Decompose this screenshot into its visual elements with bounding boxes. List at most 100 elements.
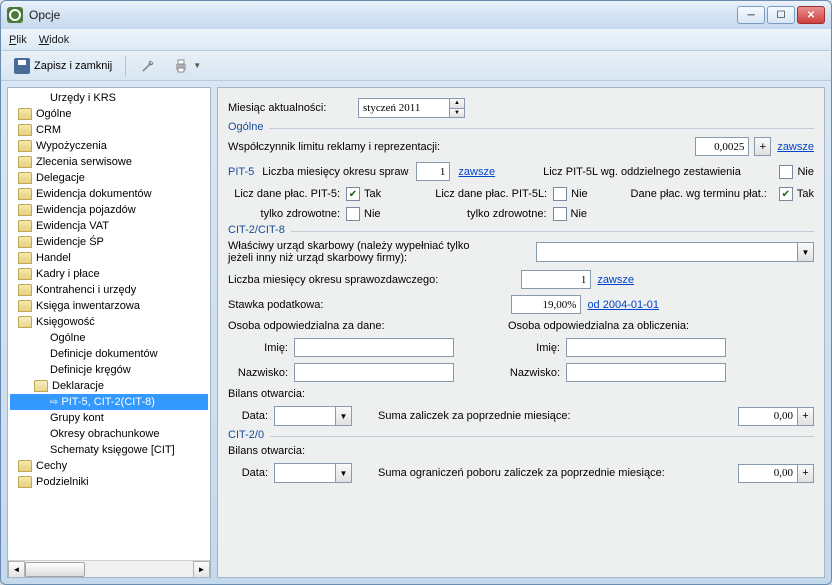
folder-icon [18, 316, 32, 328]
suma-zal-label: Suma zaliczek za poprzednie miesiące: [378, 410, 571, 422]
nazw1-label: Nazwisko: [228, 367, 288, 379]
tree-item[interactable]: Deklaracje [10, 378, 208, 394]
data2-combo[interactable]: ▼ [274, 463, 352, 483]
tree-item[interactable]: Definicje kręgów [10, 362, 208, 378]
tree-item[interactable]: CRM [10, 122, 208, 138]
close-button[interactable]: ✕ [797, 6, 825, 24]
app-icon [7, 7, 23, 23]
urzad-input[interactable] [537, 243, 797, 261]
tree-item-label: Deklaracje [52, 380, 104, 392]
tree-item[interactable]: Schematy księgowe [CIT] [10, 442, 208, 458]
folder-icon [18, 220, 32, 232]
months-rep-link[interactable]: zawsze [597, 274, 634, 286]
tree-item[interactable]: Kadry i płace [10, 266, 208, 282]
chevron-down-icon: ▼ [193, 61, 201, 70]
tree-item[interactable]: Cechy [10, 458, 208, 474]
licz-pit5-check[interactable] [346, 187, 360, 201]
tree-item[interactable]: Definicje dokumentów [10, 346, 208, 362]
tree-item-label: Księga inwentarzowa [36, 300, 140, 312]
tree-item[interactable]: Ewidencja pojazdów [10, 202, 208, 218]
tree-item[interactable]: Ewidencja dokumentów [10, 186, 208, 202]
licz-pit5l-check[interactable] [553, 187, 567, 201]
folder-icon [18, 460, 32, 472]
coef-always-link[interactable]: zawsze [777, 141, 814, 153]
bilans1-label: Bilans otwarcia: [228, 388, 305, 400]
imie1-input[interactable] [294, 338, 454, 357]
menu-view[interactable]: Widok [39, 34, 70, 46]
months-label: Liczba miesięcy okresu spraw [262, 166, 408, 178]
chevron-down-icon[interactable]: ▼ [335, 464, 351, 482]
stawka-date-link[interactable]: od 2004-01-01 [587, 299, 659, 311]
suma-ogr-input[interactable] [738, 464, 798, 483]
arrow-icon: ⇨ [50, 397, 58, 408]
months-input[interactable] [416, 162, 450, 181]
tree-item[interactable]: Okresy obrachunkowe [10, 426, 208, 442]
spin-up[interactable]: ▲ [449, 99, 464, 109]
tree-item[interactable]: Urzędy i KRS [10, 90, 208, 106]
minimize-button[interactable]: ─ [737, 6, 765, 24]
folder-icon [18, 284, 32, 296]
stawka-input[interactable] [511, 295, 581, 314]
tree-item[interactable]: Ogólne [10, 330, 208, 346]
tree-item[interactable]: Handel [10, 250, 208, 266]
scroll-left-button[interactable]: ◄ [8, 561, 25, 578]
tree-item[interactable]: Ewidencja VAT [10, 218, 208, 234]
pit5l-sep-check[interactable] [779, 165, 793, 179]
save-close-button[interactable]: Zapisz i zamknij [7, 54, 119, 78]
tree-item[interactable]: Zlecenia serwisowe [10, 154, 208, 170]
bilans2-label: Bilans otwarcia: [228, 445, 305, 457]
tree-item-label: Delegacje [36, 172, 85, 184]
chevron-down-icon[interactable]: ▼ [335, 407, 351, 425]
tree-item[interactable]: Delegacje [10, 170, 208, 186]
imie2-input[interactable] [566, 338, 726, 357]
nazw1-input[interactable] [294, 363, 454, 382]
maximize-button[interactable]: ☐ [767, 6, 795, 24]
tree-item[interactable]: Ogólne [10, 106, 208, 122]
tree-item[interactable]: Księga inwentarzowa [10, 298, 208, 314]
month-input[interactable] [359, 99, 449, 117]
printer-icon [173, 58, 189, 74]
tree-item[interactable]: ⇨PIT-5, CIT-2(CIT-8) [10, 394, 208, 410]
tree-item-label: Kontrahenci i urzędy [36, 284, 136, 296]
suma-ogr-plus[interactable]: + [797, 464, 814, 483]
scroll-thumb[interactable] [25, 562, 85, 577]
zdrow2-check[interactable] [553, 207, 567, 221]
chevron-down-icon[interactable]: ▼ [797, 243, 813, 261]
titlebar[interactable]: Opcje ─ ☐ ✕ [1, 1, 831, 29]
tree[interactable]: Urzędy i KRSOgólneCRMWypożyczeniaZleceni… [8, 88, 210, 560]
tree-item-label: Ewidencja pojazdów [36, 204, 136, 216]
scroll-right-button[interactable]: ► [193, 561, 210, 578]
month-spinner[interactable]: ▲▼ [358, 98, 465, 118]
dane-termin-check[interactable] [779, 187, 793, 201]
tree-item[interactable]: Wypożyczenia [10, 138, 208, 154]
tree-item[interactable]: Ewidencje ŚP [10, 234, 208, 250]
months-rep-input[interactable] [521, 270, 591, 289]
tree-item[interactable]: Podzielniki [10, 474, 208, 490]
zdrow2-label: tylko zdrowotne: [407, 208, 547, 220]
osoba-dane-label: Osoba odpowiedzialna za dane: [228, 320, 508, 332]
wrench-icon [139, 58, 155, 74]
tree-item-label: Zlecenia serwisowe [36, 156, 132, 168]
suma-zal-plus[interactable]: + [797, 407, 814, 426]
pit5-label: PIT-5 [228, 166, 254, 178]
tree-item[interactable]: Kontrahenci i urzędy [10, 282, 208, 298]
tree-item[interactable]: Grupy kont [10, 410, 208, 426]
folder-icon [18, 140, 32, 152]
coef-input[interactable] [695, 137, 749, 156]
spin-down[interactable]: ▼ [449, 109, 464, 118]
nazw2-input[interactable] [566, 363, 726, 382]
data1-combo[interactable]: ▼ [274, 406, 352, 426]
months-always-link[interactable]: zawsze [458, 166, 495, 178]
menu-file[interactable]: Plik [9, 34, 27, 46]
data2-label: Data: [228, 467, 268, 479]
urzad-combo[interactable]: ▼ [536, 242, 814, 262]
scroll-track[interactable] [25, 561, 193, 578]
suma-zal-input[interactable] [738, 407, 798, 426]
print-button[interactable]: ▼ [166, 54, 208, 78]
tree-item[interactable]: Księgowość [10, 314, 208, 330]
horizontal-scrollbar[interactable]: ◄ ► [8, 560, 210, 577]
coef-plus-button[interactable]: + [754, 137, 771, 156]
tools-button[interactable] [132, 54, 162, 78]
folder-icon [18, 172, 32, 184]
zdrow1-check[interactable] [346, 207, 360, 221]
